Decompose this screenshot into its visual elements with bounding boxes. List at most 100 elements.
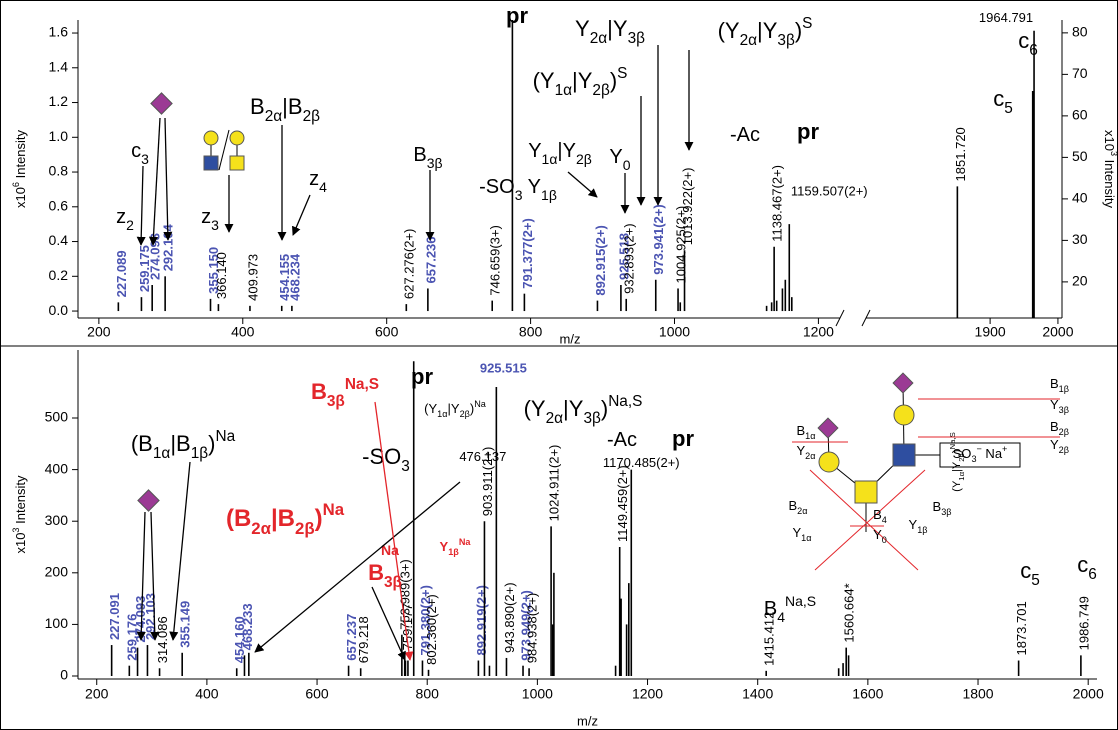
annotation: -Ac (730, 124, 760, 146)
text-part: ) (315, 505, 323, 532)
x-tick-label: 800 (416, 686, 440, 702)
glycan-structure (792, 372, 1060, 571)
text-part: |Y (951, 461, 963, 472)
structure-label: SO3− Na+ (953, 444, 1008, 464)
y-tick-label: 400 (45, 460, 69, 476)
peak-label: 657.237 (344, 614, 359, 661)
peak-label: 468.233 (240, 603, 255, 650)
y2-tick-label: 50 (1072, 148, 1088, 164)
structure-label: B3β (933, 499, 952, 517)
text-part: Na (323, 500, 345, 519)
y2-tick-label: 60 (1072, 107, 1088, 123)
text-part: 4 (319, 179, 327, 195)
text-part: Na,S (785, 593, 816, 609)
text-part: 2β (460, 409, 470, 419)
y2-tick-label: 70 (1072, 65, 1088, 81)
structure-label: Y0 (873, 527, 887, 545)
peak-label: 746.659(3+) (488, 225, 503, 295)
text-part: 2β (576, 151, 592, 167)
text-part: ) (470, 401, 474, 416)
peak-label: 657.236 (423, 236, 438, 283)
peak-label: 366.140 (214, 252, 229, 299)
text-part: 4 (777, 609, 785, 625)
galnac-icon (229, 155, 245, 171)
y-tick-label: 1.0 (49, 128, 69, 144)
galactose-icon (893, 404, 915, 426)
text-part: B (311, 379, 327, 404)
text-part: z (201, 206, 211, 228)
text-part: c (1020, 558, 1031, 583)
text-part: + (1002, 444, 1007, 454)
text-part: Y (522, 176, 541, 198)
text-part: ) (795, 18, 802, 43)
peak-label: 679.218 (356, 616, 371, 663)
text-part: S (802, 15, 812, 32)
annotation: Y1βNa (440, 537, 472, 557)
galactose-icon (229, 130, 245, 146)
text-part: 4 (882, 515, 887, 525)
y-tick-label: 1.6 (49, 24, 69, 40)
peak-label: 454.160 (232, 616, 247, 663)
text-part: 6 (11, 182, 21, 187)
y2-tick-label: 80 (1072, 24, 1088, 40)
text-part: |B (271, 505, 295, 532)
x-tick-label: 2000 (1073, 686, 1104, 702)
glycan-icons (137, 92, 245, 512)
x-axis-label: m/z (577, 713, 598, 728)
annotation: (B2α|B2β)Na (226, 500, 345, 538)
cleavage-line (809, 469, 919, 571)
text-part: 2 (126, 217, 134, 233)
peak-label: 1560.664* (842, 583, 857, 642)
structure-label: B1α (797, 423, 816, 441)
text-part: (Y (524, 396, 546, 421)
text-part: B (797, 423, 806, 438)
peak-label: 227.089 (114, 250, 129, 297)
arrow (136, 165, 146, 246)
y-tick-label: 1.4 (49, 58, 69, 74)
peak-label: 973.949(2+) (518, 590, 533, 660)
text-part: 2β (303, 108, 321, 125)
peak-label: 1138.467(2+) (770, 165, 785, 242)
text-part: 2β (1059, 427, 1069, 437)
annotation: (Y2α|Y3β)Na,S (524, 393, 643, 427)
text-part: 1β (1059, 384, 1069, 394)
arrow (254, 481, 461, 653)
x-tick-label: 600 (305, 686, 329, 702)
arrow (136, 511, 146, 641)
text-part: B (368, 560, 384, 585)
structure-label: B2α (789, 498, 808, 516)
peak-label: 454.155 (277, 254, 292, 301)
annotation: c5 (993, 86, 1013, 117)
arrow (169, 461, 191, 641)
x-tick-label: 1000 (522, 686, 553, 702)
text-part: 1α (801, 533, 811, 543)
y-tick-label: 0.4 (49, 232, 69, 248)
peak-label: 943.890(2+) (502, 582, 517, 652)
x-tick-label: 1400 (742, 686, 773, 702)
text-part: Na (215, 428, 235, 445)
text-part: 3β (384, 574, 402, 591)
text-part: 1α (555, 82, 573, 99)
text-part: c (1077, 552, 1088, 577)
text-part: |Y (557, 140, 576, 162)
peak-label: 259.176 (125, 614, 140, 661)
sialic-acid-icon (817, 417, 839, 439)
y-axis-label: x106 Intensity (11, 129, 28, 208)
peak-label: 1149.459(2+) (615, 465, 630, 542)
annotation: z2 (116, 206, 134, 232)
text-part: ) (208, 431, 215, 456)
annotation: B3β (368, 560, 402, 591)
text-part: 0 (882, 535, 887, 545)
y-tick-label: 200 (45, 564, 69, 580)
structure-label: B2β (1050, 419, 1069, 437)
text-part: Na,S (345, 376, 379, 393)
annotation: -Ac (607, 429, 637, 451)
peak-label: 355.150 (206, 247, 221, 294)
structure-label: B4 (873, 507, 887, 525)
galactose-icon (818, 451, 840, 473)
text-part: 1β (448, 547, 459, 557)
sialic-acid-icon (150, 92, 173, 115)
peak-label: 1964.791 (979, 10, 1033, 25)
text-part: Y (1050, 437, 1059, 452)
annotation: B3β (413, 144, 442, 170)
